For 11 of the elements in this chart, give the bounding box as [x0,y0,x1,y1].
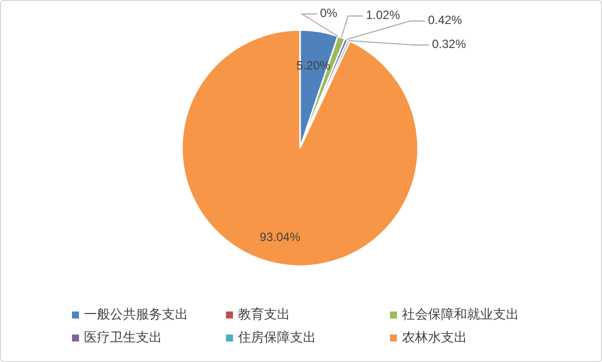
data-label: 0.32% [432,37,466,52]
data-label: 0.42% [428,13,462,28]
legend-label: 一般公共服务支出 [84,306,188,322]
legend-label: 住房保障支出 [237,329,316,344]
data-label: 1.02% [366,8,400,22]
text: 0% [320,6,338,20]
legend-label: 农林水支出 [402,329,467,344]
data-label: 93.04% [260,230,301,244]
legend-label: 社会保障和就业支出 [402,306,519,322]
legend-label: 教育支出 [238,306,290,322]
legend-label: 医疗卫生支出 [84,329,162,344]
